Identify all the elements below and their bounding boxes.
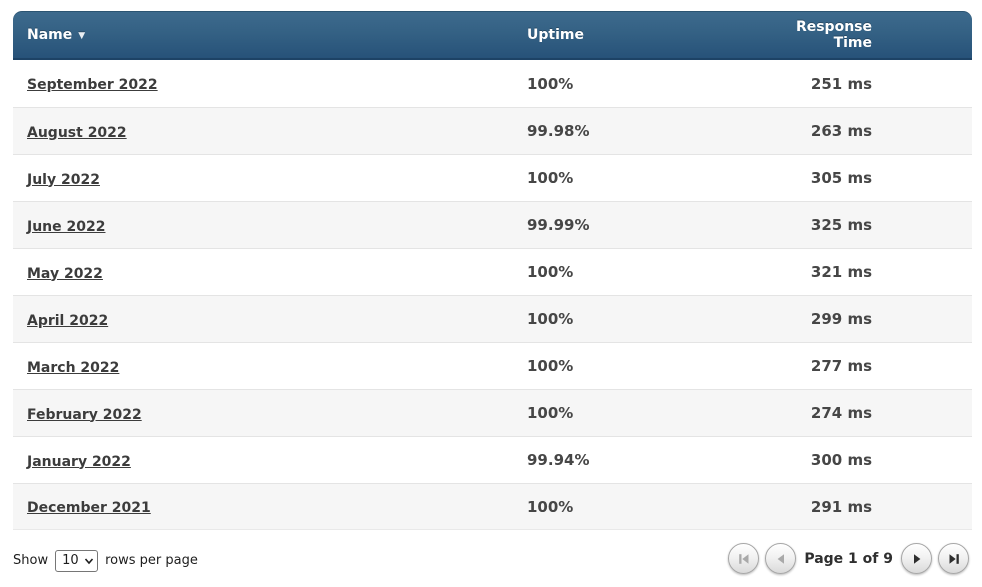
table-row: May 2022 100% 321 ms <box>13 248 972 295</box>
name-cell: September 2022 <box>13 74 527 93</box>
name-cell: February 2022 <box>13 404 527 423</box>
rows-per-page-control: Show 10 rows per page <box>13 546 198 572</box>
page-status: Page 1 of 9 <box>804 550 893 567</box>
next-page-icon <box>913 553 920 564</box>
table-row: June 2022 99.99% 325 ms <box>13 201 972 248</box>
response-time-value: 305 ms <box>810 169 872 187</box>
month-link[interactable]: June 2022 <box>27 218 106 235</box>
month-link[interactable]: September 2022 <box>27 77 158 93</box>
first-page-icon <box>739 553 749 564</box>
name-cell: March 2022 <box>13 357 527 376</box>
table-row: April 2022 100% 299 ms <box>13 295 972 342</box>
sort-descending-icon: ▼ <box>78 30 86 41</box>
month-link[interactable]: January 2022 <box>27 453 131 470</box>
month-link[interactable]: February 2022 <box>27 406 142 423</box>
uptime-value: 99.94% <box>527 451 590 469</box>
table-row: February 2022 100% 274 ms <box>13 389 972 436</box>
month-link[interactable]: August 2022 <box>27 124 127 141</box>
uptime-value: 100% <box>527 169 574 187</box>
name-cell: May 2022 <box>13 263 527 282</box>
rows-per-page-select-wrap: 10 <box>55 549 99 572</box>
response-time-value: 300 ms <box>810 451 872 469</box>
uptime-value: 99.98% <box>527 122 590 140</box>
rows-per-page-label: rows per page <box>105 553 198 568</box>
table-footer: Show 10 rows per page Page 1 of 9 <box>13 543 972 574</box>
month-link[interactable]: April 2022 <box>27 312 109 329</box>
uptime-value: 100% <box>527 357 574 375</box>
uptime-value: 99.99% <box>527 216 590 234</box>
last-page-button[interactable] <box>938 543 969 574</box>
table-header-row: Name ▼ Uptime Response Time <box>13 11 972 60</box>
table-row: December 2021 100% 291 ms <box>13 483 972 530</box>
previous-page-button[interactable] <box>765 543 797 574</box>
show-label: Show <box>13 553 49 568</box>
response-time-value: 263 ms <box>810 122 872 140</box>
table-row: August 2022 99.98% 263 ms <box>13 107 972 154</box>
table-row: March 2022 100% 277 ms <box>13 342 972 389</box>
column-header-response-time[interactable]: Response Time <box>795 19 872 51</box>
column-header-name-label: Name <box>27 27 73 43</box>
response-time-value: 321 ms <box>810 263 872 281</box>
table-row: January 2022 99.94% 300 ms <box>13 436 972 483</box>
response-time-value: 274 ms <box>810 404 872 422</box>
month-link[interactable]: March 2022 <box>27 359 120 376</box>
column-header-uptime[interactable]: Uptime <box>527 27 584 43</box>
rows-per-page-select[interactable]: 10 <box>55 549 99 572</box>
response-time-value: 291 ms <box>810 497 872 516</box>
table-row: September 2022 100% 251 ms <box>13 60 972 107</box>
column-header-name[interactable]: Name ▼ <box>13 27 527 43</box>
first-page-button[interactable] <box>728 543 760 574</box>
month-link[interactable]: December 2021 <box>27 500 151 516</box>
month-link[interactable]: July 2022 <box>27 171 100 188</box>
previous-page-icon <box>777 553 784 564</box>
uptime-value: 100% <box>527 404 574 422</box>
response-time-value: 299 ms <box>810 310 872 328</box>
name-cell: April 2022 <box>13 310 527 329</box>
uptime-value: 100% <box>527 263 574 281</box>
response-time-value: 277 ms <box>810 357 872 375</box>
uptime-value: 100% <box>527 310 574 328</box>
response-time-value: 251 ms <box>810 74 872 93</box>
table-row: July 2022 100% 305 ms <box>13 154 972 201</box>
last-page-icon <box>949 553 959 564</box>
next-page-button[interactable] <box>901 543 932 574</box>
name-cell: December 2021 <box>13 497 527 516</box>
uptime-value: 100% <box>527 497 574 516</box>
uptime-table: Name ▼ Uptime Response Time September 20… <box>13 11 972 530</box>
name-cell: June 2022 <box>13 216 527 235</box>
name-cell: July 2022 <box>13 169 527 188</box>
pagination: Page 1 of 9 <box>728 543 972 574</box>
month-link[interactable]: May 2022 <box>27 265 103 282</box>
table-body: September 2022 100% 251 ms August 2022 9… <box>13 60 972 530</box>
uptime-value: 100% <box>527 74 574 93</box>
response-time-value: 325 ms <box>810 216 872 234</box>
name-cell: August 2022 <box>13 122 527 141</box>
name-cell: January 2022 <box>13 451 527 470</box>
